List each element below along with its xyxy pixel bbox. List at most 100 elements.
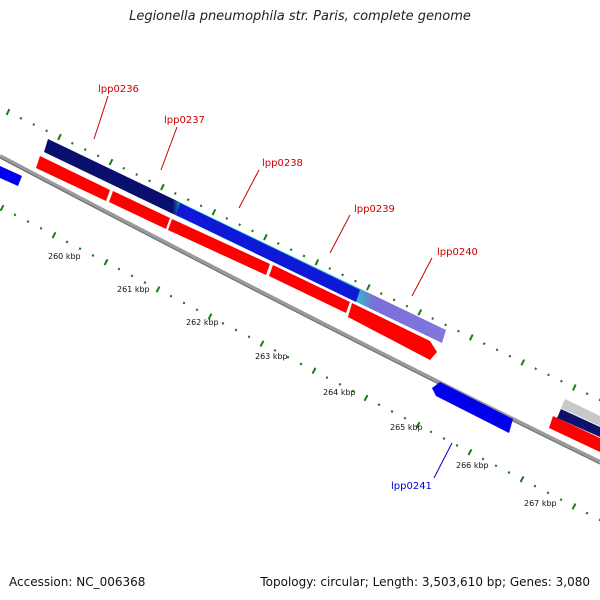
inner-minor-tick	[481, 457, 485, 461]
outer-minor-tick	[83, 148, 87, 152]
inner-minor-tick	[559, 498, 563, 502]
genome-backbone-shadow	[0, 157, 600, 465]
gene-feature-red-1[interactable]	[36, 156, 110, 201]
gene-feature-blue-left[interactable]	[0, 166, 22, 186]
inner-minor-tick	[403, 416, 407, 420]
outer-major-tick	[263, 233, 268, 241]
outer-minor-tick	[96, 154, 100, 158]
outer-minor-tick	[302, 254, 306, 258]
gene-feature-red-2[interactable]	[109, 191, 170, 229]
gene-feature-red-5[interactable]	[348, 303, 437, 360]
gene-label-lpp0237[interactable]: lpp0237	[164, 115, 205, 126]
inner-minor-tick	[234, 328, 238, 332]
outer-major-tick	[468, 334, 474, 341]
outer-minor-tick	[444, 323, 447, 327]
inner-minor-tick	[130, 274, 134, 278]
map-title: Legionella pneumophila str. Paris, compl…	[129, 9, 471, 24]
inner-minor-tick	[195, 308, 199, 312]
outer-minor-tick	[238, 223, 242, 227]
outer-minor-tick	[547, 373, 550, 377]
outer-minor-tick	[32, 123, 36, 126]
outer-minor-tick	[148, 179, 151, 183]
outer-major-tick	[314, 258, 320, 266]
inner-minor-tick	[546, 491, 550, 495]
inner-major-tick	[363, 394, 369, 402]
inner-minor-tick	[507, 471, 511, 474]
inner-minor-tick	[221, 321, 225, 325]
gene-label-lpp0240[interactable]: lpp0240	[437, 247, 478, 258]
outer-major-tick	[160, 183, 165, 191]
gene-feature-red-4[interactable]	[269, 265, 350, 313]
outer-minor-tick	[457, 329, 460, 333]
gene-label-lpp0241[interactable]: lpp0241	[391, 481, 432, 492]
inner-minor-tick	[494, 464, 498, 468]
outer-minor-tick	[379, 292, 383, 296]
outer-minor-tick	[225, 216, 229, 220]
outer-minor-tick	[341, 273, 344, 277]
scale-label-264: 264 kbp	[323, 388, 356, 397]
outer-major-tick	[365, 283, 371, 291]
outer-minor-tick	[495, 348, 499, 352]
inner-minor-tick	[39, 226, 43, 230]
scale-label-267: 267 kbp	[524, 499, 557, 508]
inner-minor-tick	[351, 389, 355, 393]
inner-minor-tick	[143, 281, 147, 285]
outer-minor-tick	[508, 354, 512, 358]
outer-minor-tick	[405, 304, 409, 308]
inner-minor-tick	[286, 355, 290, 359]
scale-label-261: 261 kbp	[117, 285, 150, 294]
inner-minor-tick	[65, 240, 69, 244]
scale-label-263: 263 kbp	[255, 352, 288, 361]
inner-tick-track	[0, 204, 600, 522]
inner-minor-tick	[533, 484, 537, 488]
outer-minor-tick	[276, 242, 280, 245]
inner-minor-tick	[273, 349, 277, 352]
outer-minor-tick	[135, 173, 139, 177]
outer-minor-tick	[560, 379, 563, 383]
inner-major-tick	[103, 258, 109, 266]
inner-minor-tick	[299, 362, 303, 366]
gene-label-lpp0238[interactable]: lpp0238	[262, 158, 303, 169]
gene-feature-right-gray[interactable]	[561, 399, 600, 426]
inner-minor-tick	[26, 220, 30, 223]
outer-tick-track	[5, 108, 600, 402]
inner-minor-tick	[390, 410, 394, 413]
outer-major-tick	[211, 208, 217, 216]
outer-major-tick	[571, 384, 577, 391]
scale-label-262: 262 kbp	[186, 318, 219, 327]
gene-feature-lpp0241[interactable]	[432, 382, 513, 433]
inner-minor-tick	[442, 437, 446, 441]
gene-feature-right-red[interactable]	[549, 416, 600, 452]
inner-minor-tick	[325, 376, 329, 379]
inner-major-tick	[571, 503, 577, 510]
inner-minor-tick	[455, 443, 459, 447]
gene-label-lpp0236[interactable]: lpp0236	[98, 84, 139, 95]
gene-feature-blue-mid[interactable]	[176, 203, 360, 302]
inner-major-tick	[519, 476, 525, 483]
outer-minor-tick	[251, 229, 254, 233]
gene-feature-right-navy[interactable]	[557, 409, 600, 437]
genome-backbone	[0, 154, 600, 464]
outer-major-tick	[5, 108, 11, 116]
inner-major-tick	[311, 367, 317, 375]
inner-minor-tick	[117, 267, 121, 271]
inner-major-tick	[467, 448, 473, 456]
outer-minor-tick	[122, 166, 126, 170]
outer-minor-tick	[19, 116, 23, 120]
outer-minor-tick	[186, 198, 190, 202]
outer-minor-tick	[392, 298, 396, 302]
outer-major-tick	[520, 359, 526, 366]
outer-minor-tick	[431, 317, 435, 321]
genome-summary-text: Topology: circular; Length: 3,503,610 bp…	[260, 575, 590, 589]
outer-minor-tick	[328, 267, 332, 270]
inner-minor-tick	[377, 403, 381, 407]
inner-minor-tick	[182, 301, 186, 305]
outer-minor-tick	[45, 129, 48, 133]
inner-minor-tick	[13, 213, 17, 217]
gene-feature-red-3[interactable]	[168, 219, 270, 275]
inner-major-tick	[0, 204, 5, 212]
inner-minor-tick	[429, 430, 433, 434]
inner-minor-tick	[338, 382, 342, 386]
gene-label-lpp0239[interactable]: lpp0239	[354, 204, 395, 215]
